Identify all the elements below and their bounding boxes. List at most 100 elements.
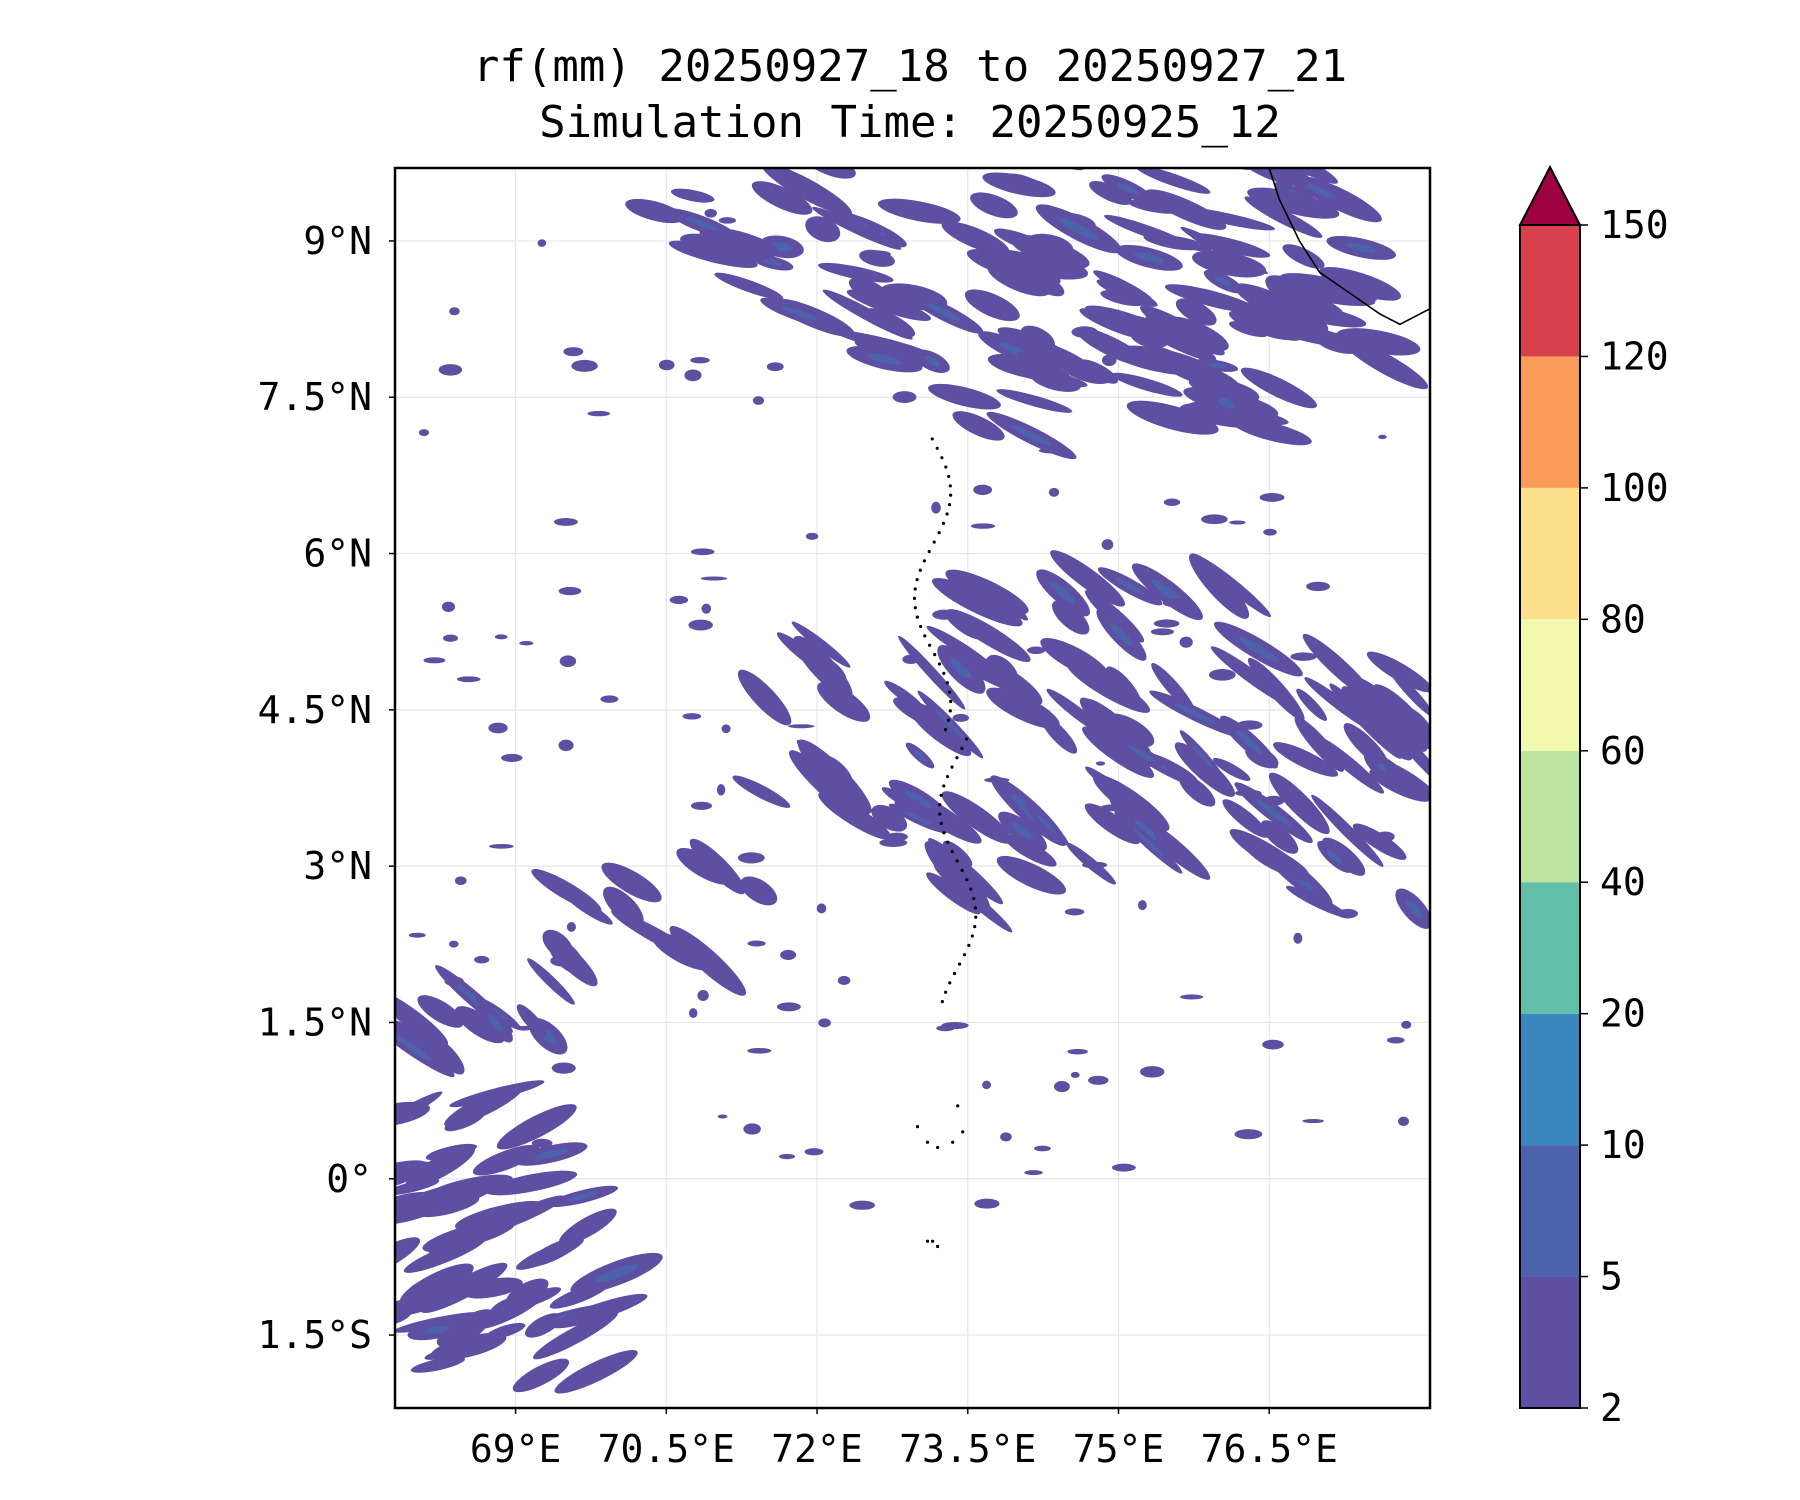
rain-patch	[434, 1179, 500, 1209]
colorbar-segment	[1520, 1276, 1580, 1408]
lat-tick-label: 7.5°N	[258, 375, 372, 419]
rain-patch	[507, 1287, 562, 1310]
lat-tick-label: 6°N	[303, 532, 372, 576]
rain-patch	[833, 330, 932, 357]
rain-patch	[611, 909, 702, 962]
rain-speck	[1064, 908, 1085, 916]
rain-patch	[1352, 823, 1407, 860]
island-dot	[945, 512, 949, 516]
lat-tick-label: 1.5°N	[258, 1000, 372, 1044]
rain-patch-5mm	[905, 811, 932, 825]
rain-speck	[837, 975, 851, 986]
rain-patch	[1084, 305, 1162, 334]
lon-tick-label: 75°E	[1073, 1427, 1165, 1471]
lon-tick-label: 72°E	[771, 1427, 863, 1471]
rain-speck	[936, 1025, 955, 1032]
rain-speck	[1201, 514, 1228, 525]
rain-speck	[1163, 498, 1181, 507]
rain-patch	[399, 1263, 474, 1306]
rain-patch	[761, 168, 852, 216]
rain-patch	[982, 172, 1056, 198]
lat-tick-label: 9°N	[303, 219, 372, 263]
rain-speck	[1111, 1163, 1136, 1172]
rain-patch	[1212, 757, 1251, 781]
rain-patch	[1004, 834, 1057, 867]
rain-speck	[438, 364, 463, 376]
rain-speck	[1071, 326, 1098, 338]
rain-speck	[863, 250, 891, 259]
rain-patch	[791, 621, 851, 668]
rain-speck	[1149, 760, 1167, 767]
rain-speck	[859, 226, 882, 236]
rain-speck	[418, 429, 430, 437]
rain-speck	[818, 1018, 831, 1028]
longitude-axis: 69°E 70.5°E 72°E 73.5°E 75°E 76.5°E	[470, 1408, 1338, 1471]
lat-tick-label: 3°N	[303, 844, 372, 888]
rain-patch-5mm	[1045, 150, 1071, 163]
rain-patch	[848, 277, 890, 303]
rain-speck	[1034, 1145, 1051, 1152]
rain-speck	[1234, 1129, 1263, 1140]
rain-speck	[1038, 447, 1066, 454]
rain-patch-5mm	[685, 216, 718, 231]
colorbar-segment	[1520, 1145, 1580, 1277]
island-dot	[945, 681, 949, 685]
rain-patch	[395, 1309, 411, 1329]
rain-patch-5mm	[1298, 180, 1336, 199]
rain-patch-5mm	[905, 790, 932, 809]
rain-speck	[563, 347, 584, 357]
rain-speck	[531, 1138, 553, 1148]
rain-speck	[1101, 539, 1114, 551]
island-dot	[936, 1244, 940, 1249]
island-dot	[936, 1145, 940, 1150]
rain-patch	[454, 1006, 505, 1044]
rain-speck	[587, 410, 611, 417]
rain-speck	[1027, 646, 1046, 655]
island-dot	[928, 643, 932, 647]
rain-patch	[1244, 196, 1323, 238]
rain-speck	[688, 619, 713, 631]
rain-patch	[395, 1237, 421, 1281]
rain-patch	[531, 869, 602, 913]
rain-patch	[969, 574, 1029, 621]
island-dot	[940, 1000, 944, 1004]
rain-patch	[714, 272, 784, 300]
colorbar-segment	[1520, 619, 1580, 751]
island-dot	[915, 577, 919, 582]
rain-patch	[928, 838, 1004, 905]
rain-speck	[1403, 895, 1415, 902]
island-dot	[969, 887, 973, 891]
island-dot	[944, 465, 948, 469]
island-dot	[942, 784, 946, 788]
india-coastline	[1268, 168, 1430, 326]
rain-speck	[931, 501, 941, 514]
rain-speck	[1162, 598, 1186, 608]
rain-patch-5mm	[913, 749, 927, 762]
colorbar-tick-label: 10	[1600, 1123, 1646, 1167]
rain-patch	[1229, 321, 1268, 338]
rain-speck	[886, 832, 908, 842]
colorbar-segment	[1520, 356, 1580, 488]
rain-patch	[1336, 328, 1421, 356]
rain-patch	[533, 1311, 618, 1360]
rain-patch	[1189, 553, 1250, 619]
rain-speck	[454, 876, 467, 886]
rain-speck	[1229, 520, 1246, 525]
rain-speck	[721, 724, 731, 734]
rain-speck	[973, 484, 993, 496]
lon-tick-label: 76.5°E	[1201, 1427, 1338, 1471]
coastline	[1268, 168, 1430, 326]
rain-patch	[1020, 325, 1055, 351]
rain-patch	[1260, 820, 1299, 854]
rain-patch	[395, 1178, 440, 1196]
rain-patch	[1342, 338, 1429, 390]
rain-speck	[716, 784, 726, 796]
rain-speck	[448, 940, 459, 948]
rain-patch	[1366, 651, 1430, 693]
rain-patch	[877, 198, 961, 224]
rain-patch-5mm	[1036, 814, 1057, 834]
rain-patch	[789, 750, 863, 820]
rain-patch	[926, 872, 981, 915]
rain-patch	[395, 988, 449, 1046]
